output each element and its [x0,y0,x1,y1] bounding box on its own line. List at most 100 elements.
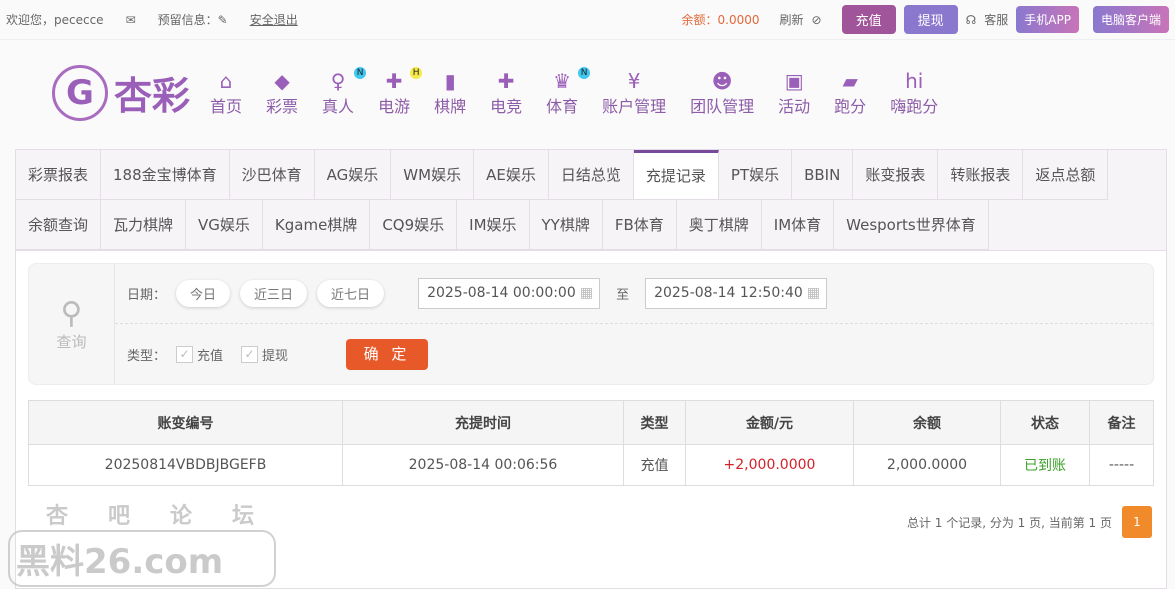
query-text: 查询 [56,333,87,351]
table-cell: 2,000.0000 [853,444,1001,486]
tab[interactable]: Wesports世界体育 [834,200,989,250]
withdraw-checkbox[interactable]: ✓ 提现 [241,345,288,364]
table-row: 20250814VBDBJBGEFB 2025-08-14 00:06:56 充值 +… [28,444,1154,486]
tab[interactable]: 188金宝博体育 [101,150,230,200]
deposit-checkbox[interactable]: ✓ 充值 [176,345,223,364]
refresh-link[interactable]: 刷新 [779,13,804,27]
deposit-button[interactable]: 充值 [841,5,896,34]
tab[interactable]: FB体育 [602,200,677,250]
tab[interactable]: AE娱乐 [474,150,549,200]
header: G 杏彩 ⌂ 首页 ◆ 彩票 ♀ 真人 N ✚ 电游 H ▮ 棋牌 ✚ 电竞 ♛ 体育 N ¥ 账户管理 ☻ 团队管理 ▣ 活… [0,40,1175,145]
withdraw-button[interactable]: 提现 [903,5,958,34]
tab[interactable]: IM体育 [761,200,835,250]
nav-item[interactable]: hi 嗨跑分 [890,69,938,117]
nav-badge: N [354,66,367,79]
nav-item[interactable]: ▰ 跑分 [834,69,866,117]
nav-item[interactable]: ▮ 棋牌 [434,69,466,117]
woman-icon: ♀ [330,68,346,93]
date-label: 日期： [127,288,167,303]
hi-icon: hi [905,68,924,93]
confirm-button[interactable]: 确 定 [346,338,429,370]
column-header: 金额/元 [685,400,854,445]
withdraw-label: 提现 [262,348,289,364]
mail-icon[interactable]: ✉ [125,12,136,27]
nav-label: 体育 [546,96,579,116]
tab[interactable]: AG娱乐 [314,150,392,200]
tab[interactable]: PT娱乐 [718,150,793,200]
gift-icon: ▣ [784,68,804,93]
calendar-icon[interactable]: ▦ [806,285,821,301]
table-cell: 20250814VBDBJBGEFB [28,444,343,486]
nav-label: 彩票 [266,96,299,116]
eye-slash-icon[interactable]: ⊘ [811,12,822,27]
ticket-icon: ◆ [274,68,290,93]
tab[interactable]: 瓦力棋牌 [101,200,187,250]
seven-days-button[interactable]: 近七日 [317,280,385,307]
tab[interactable]: IM娱乐 [457,200,530,250]
nav-item[interactable]: ✚ 电游 H [378,66,423,117]
top-bar: 欢迎您，pececce ✉ 预留信息： ✎ 安全退出 余额：0.0000 刷新 … [0,0,1175,40]
query-label: ⚲ 查询 [29,264,115,384]
start-date-input[interactable]: 2025-08-14 00:00:00 ▦ [418,278,601,309]
gamepad-icon: ✚ [497,68,515,93]
edit-icon[interactable]: ✎ [217,12,228,27]
nav-item[interactable]: ♛ 体育 N [546,66,591,117]
column-header: 余额 [853,400,1001,445]
tab[interactable]: 账变报表 [853,150,939,200]
tab[interactable]: 充提记录 [633,150,719,200]
yen-icon: ¥ [627,68,641,93]
nav-item[interactable]: ▣ 活动 [778,69,810,117]
today-button[interactable]: 今日 [176,280,231,307]
tab[interactable]: 返点总额 [1023,150,1109,200]
tab[interactable]: CQ9娱乐 [370,200,458,250]
page-1-button[interactable]: 1 [1122,506,1152,538]
check-icon: ✓ [241,345,259,363]
nav-label: 电竞 [490,96,523,116]
tab[interactable]: Kgame棋牌 [262,200,371,250]
tab[interactable]: 余额查询 [16,200,102,250]
nav-item[interactable]: ⌂ 首页 [210,69,242,117]
nav-item[interactable]: ✚ 电竞 [490,69,522,117]
tab[interactable]: 奥丁棋牌 [676,200,762,250]
nav-item[interactable]: ¥ 账户管理 [602,69,666,117]
watermark-line1: 杏吧论坛 [46,504,295,529]
table-cell: 已到账 [1000,444,1090,486]
column-header: 状态 [1000,400,1090,445]
start-date-value: 2025-08-14 00:00:00 [427,285,576,301]
home-icon: ⌂ [219,68,233,93]
tab[interactable]: WM娱乐 [391,150,475,200]
nav-label: 首页 [210,96,243,116]
table-cell: +2,000.0000 [685,444,854,486]
pc-client-button[interactable]: 电脑客户端 [1092,6,1169,33]
nav-label: 账户管理 [602,96,667,116]
end-date-input[interactable]: 2025-08-14 12:50:40 ▦ [645,278,828,309]
records-table: 账变编号 充提时间 类型 金额/元 余额 状态 备注 20250814VBDBJBGEFB 2… [28,400,1154,486]
gamepad-icon: ✚ [385,68,403,93]
to-label: 至 [616,288,630,303]
nav-label: 团队管理 [690,96,755,116]
nav-item[interactable]: ♀ 真人 N [322,66,367,117]
tab[interactable]: YY棋牌 [529,200,603,250]
tab[interactable]: 日结总览 [548,150,634,200]
tab[interactable]: 沙巴体育 [229,150,315,200]
logout-link[interactable]: 安全退出 [249,13,298,27]
table-cell: ----- [1089,444,1154,486]
nav-label: 活动 [778,96,811,116]
tab[interactable]: BBIN [792,150,854,200]
deposit-label: 充值 [197,348,224,364]
logo[interactable]: G 杏彩 [52,64,190,121]
nav-label: 电游 [378,96,411,116]
mobile-app-button[interactable]: 手机APP [1016,6,1079,33]
tab[interactable]: 转账报表 [938,150,1024,200]
nav-badge: H [410,66,423,79]
tab[interactable]: VG娱乐 [186,200,263,250]
column-header: 充提时间 [342,400,624,445]
service-link[interactable]: 客服 [984,13,1009,27]
tab[interactable]: 彩票报表 [16,150,102,200]
nav-item[interactable]: ☻ 团队管理 [690,69,754,117]
calendar-icon[interactable]: ▦ [579,285,594,301]
rhino-icon: ▰ [842,68,858,93]
three-days-button[interactable]: 近三日 [240,280,308,307]
nav-item[interactable]: ◆ 彩票 [266,69,298,117]
search-icon: ⚲ [60,296,83,331]
